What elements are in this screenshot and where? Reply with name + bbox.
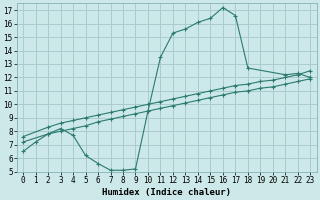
X-axis label: Humidex (Indice chaleur): Humidex (Indice chaleur) [102, 188, 231, 197]
